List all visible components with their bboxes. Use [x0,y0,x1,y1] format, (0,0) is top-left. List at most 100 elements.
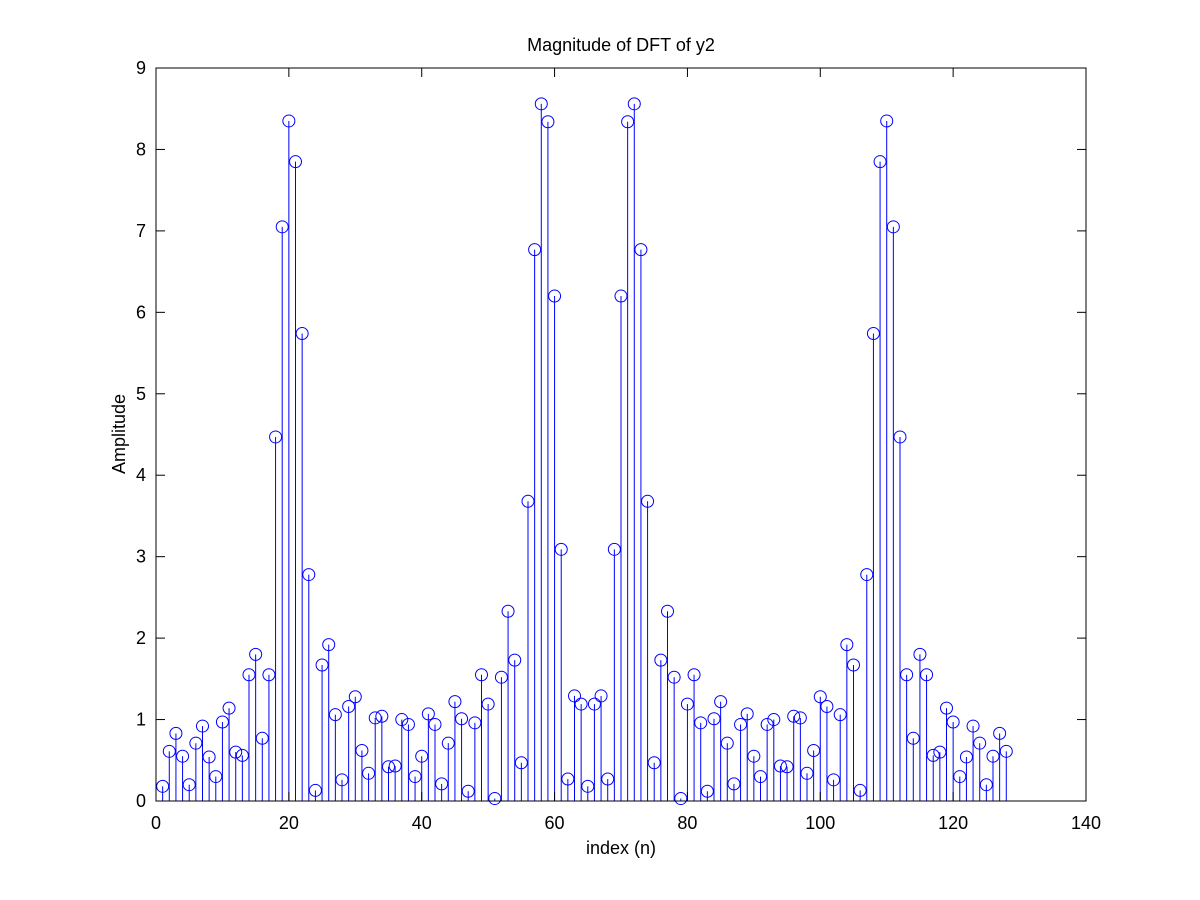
stem-marker [368,711,382,725]
stem-marker [382,760,395,774]
stem-66 [587,697,601,801]
stem-marker [674,792,688,806]
stem-marker [302,568,316,582]
stem-95 [780,760,794,801]
stem-63 [568,689,581,801]
stem-113 [900,668,914,801]
y-tick-label: 7 [136,221,146,241]
x-tick-label: 60 [545,813,565,833]
stem-marker [860,568,874,582]
stem-55 [514,756,528,801]
stem-marker [282,114,296,128]
stem-marker [999,744,1013,758]
stem-marker [813,690,827,704]
stem-118 [933,745,947,801]
stem-marker [528,243,542,257]
stem-marker [328,708,342,722]
stem-marker [162,744,176,758]
stem-12 [229,745,243,801]
stem-marker [621,115,635,129]
stem-marker [873,155,887,169]
stem-33 [368,711,382,801]
stem-32 [362,766,376,801]
stem-marker [773,759,787,773]
stem-75 [647,756,661,801]
stem-marker [920,668,934,682]
stem-110 [880,114,894,801]
stem-marker [707,712,721,726]
stem-marker [654,653,668,667]
stem-marker [727,777,741,791]
stem-marker [295,327,309,341]
stem-marker [754,770,767,784]
stem-marker [541,115,555,129]
stem-marker [734,717,748,731]
stem-marker [514,756,528,770]
stem-43 [435,777,449,801]
stem-119 [940,701,953,801]
stem-marker [893,430,907,444]
stem-54 [508,653,522,801]
stem-marker [182,778,196,792]
stem-marker [827,773,841,787]
stem-11 [222,701,236,801]
stem-marker [880,114,894,128]
stem-marker [435,777,449,791]
stem-marker [740,707,754,721]
stem-marker [866,327,880,341]
stem-13 [235,748,249,801]
y-axis-ticks: 0 1 2 3 4 5 6 7 8 9 [136,58,1086,811]
stem-128 [999,744,1013,801]
stem-24 [308,783,322,801]
stem-marker [215,715,229,729]
stem-marker [847,658,860,672]
stem-52 [494,670,508,801]
stem-marker [415,749,429,763]
stem-marker [940,701,953,715]
stem-23 [302,568,316,801]
stem-10 [215,715,229,801]
stem-36 [388,759,402,801]
stem-49 [475,668,488,801]
stem-marker [156,779,170,793]
stem-4 [176,749,190,801]
stem-94 [773,759,787,801]
stem-38 [401,717,415,801]
chart-title: Magnitude of DFT of y2 [527,35,715,55]
x-tick-label: 140 [1071,813,1101,833]
stem-marker [235,748,249,762]
stem-89 [740,707,754,801]
stem-29 [342,700,356,801]
y-axis-label: Amplitude [109,394,129,474]
stem-marker [508,653,522,667]
stem-15 [249,647,263,801]
x-tick-label: 0 [151,813,161,833]
stem-marker [647,756,661,770]
stem-115 [913,647,927,801]
stem-marker [196,719,209,733]
stem-marker [634,243,648,257]
stem-marker [780,760,794,774]
stem-41 [421,707,435,801]
stem-marker [189,736,203,750]
x-axis-ticks: 0 20 40 60 80 100 120 140 [151,68,1101,833]
stem-marker [421,707,435,721]
stem-27 [328,708,342,801]
stem-marker [767,713,781,727]
stem-48 [468,716,482,801]
stem-marker [441,736,455,750]
stem-83 [700,784,714,801]
stem-14 [242,668,256,801]
stem-marker [249,647,263,661]
stem-marker [800,766,814,780]
stem-16 [255,731,269,801]
stem-marker [661,604,674,618]
stem-marker [461,784,475,798]
stem-marker [169,726,183,740]
stem-marker [986,749,1000,763]
stem-53 [501,604,515,801]
stem-marker [229,745,243,759]
stem-45 [448,695,462,801]
stem-111 [886,220,900,801]
stem-31 [355,744,369,801]
